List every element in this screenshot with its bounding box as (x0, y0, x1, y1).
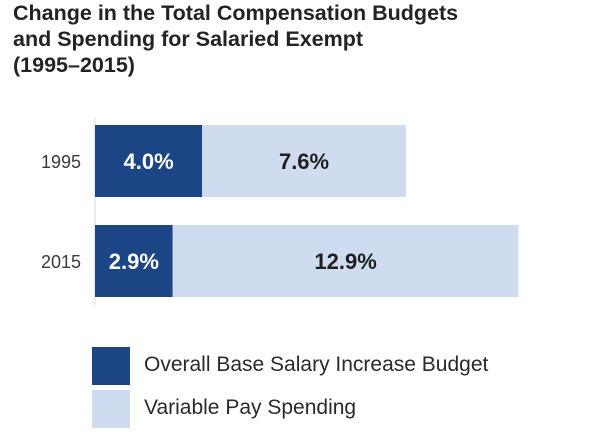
chart-title-line-1: Change in the Total Compensation Budgets (13, 1, 459, 25)
chart-title-line-3: (1995–2015) (13, 53, 135, 77)
data-label-variable-pay-2015: 12.9% (314, 249, 376, 274)
category-label-1995: 1995 (41, 152, 81, 172)
legend-swatch-variable-pay (92, 390, 130, 428)
bar-base-salary-1995 (95, 125, 203, 197)
chart-title: Change in the Total Compensation Budgets… (13, 0, 598, 78)
legend-swatch-base-salary (92, 347, 130, 385)
data-label-base-salary-1995: 4.0% (124, 149, 174, 174)
data-label-variable-pay-1995: 7.6% (279, 149, 329, 174)
bar-variable-pay-1995 (202, 125, 406, 197)
category-label-2015: 2015 (41, 252, 81, 272)
chart-title-line-2: and Spending for Salaried Exempt (13, 27, 364, 51)
data-label-base-salary-2015: 2.9% (109, 249, 159, 274)
legend-label-base-salary: Overall Base Salary Increase Budget (144, 353, 489, 376)
legend-label-variable-pay: Variable Pay Spending (144, 396, 357, 419)
bar-variable-pay-2015 (172, 225, 519, 297)
bar-base-salary-2015 (95, 225, 173, 297)
